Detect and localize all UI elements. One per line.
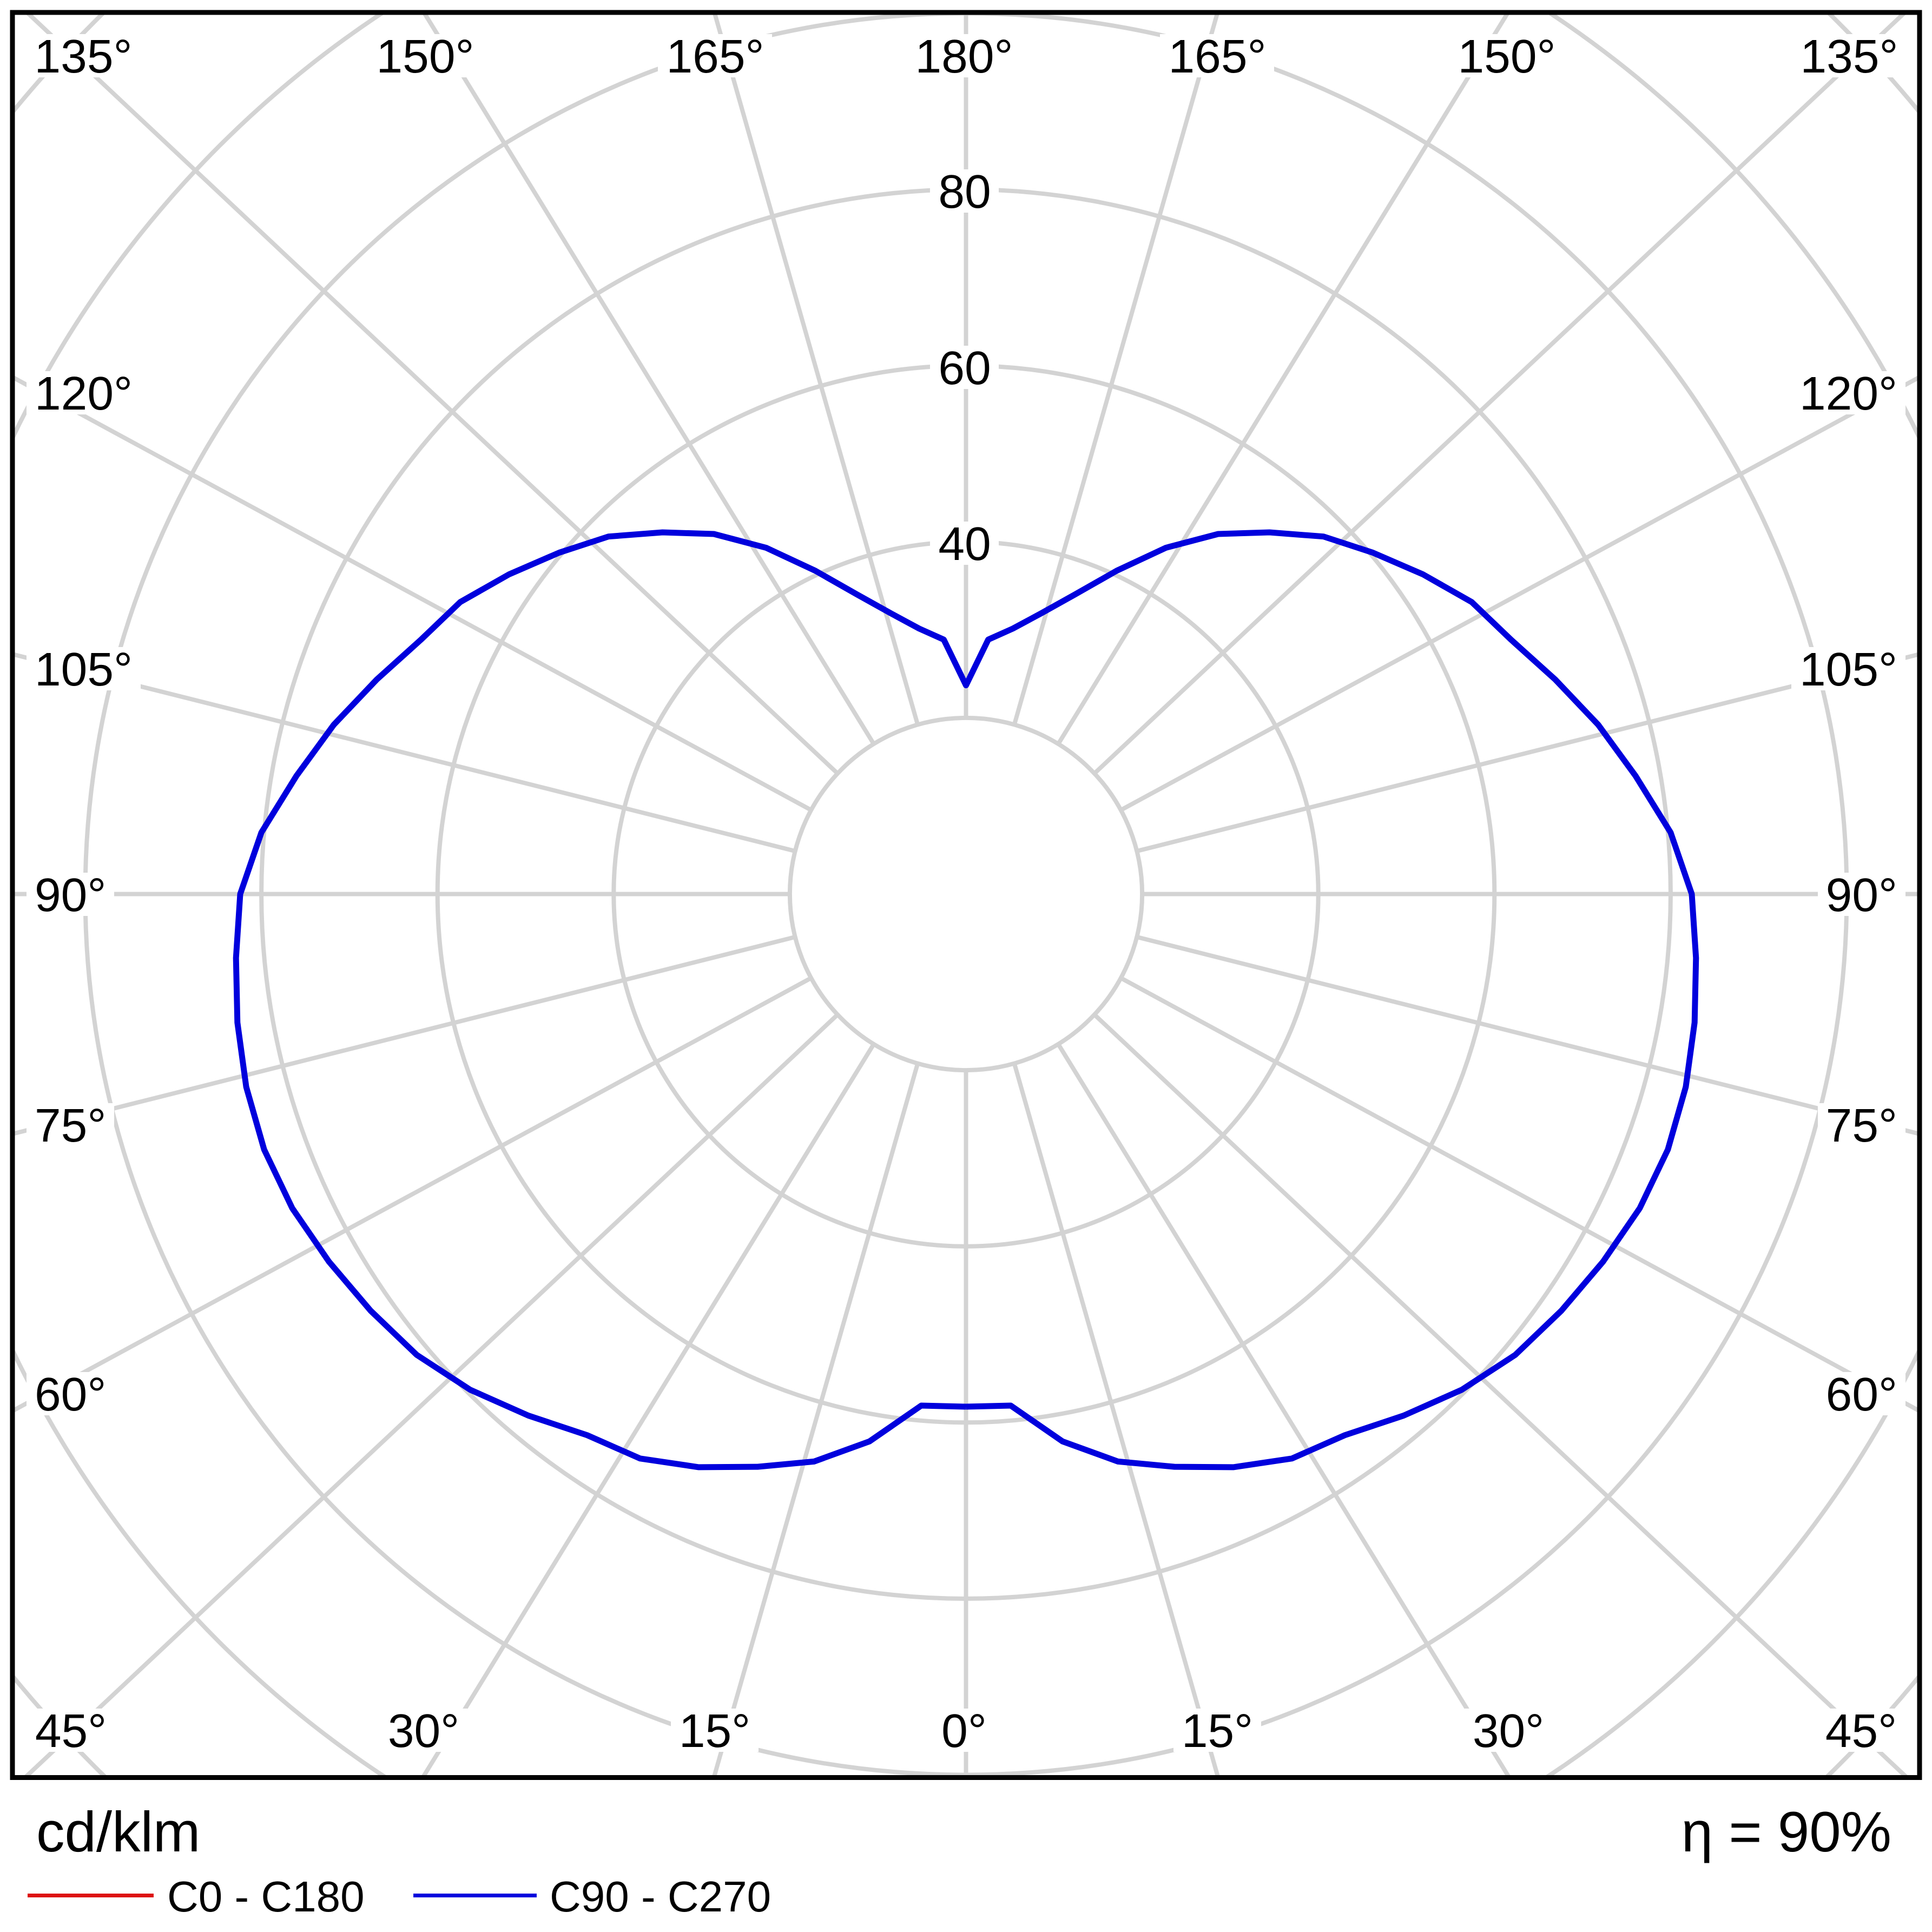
- svg-text:135°: 135°: [1801, 30, 1898, 83]
- svg-text:45°: 45°: [35, 1704, 107, 1757]
- svg-text:η = 90%: η = 90%: [1682, 1801, 1891, 1864]
- svg-text:90°: 90°: [35, 868, 106, 921]
- svg-text:120°: 120°: [1799, 367, 1897, 420]
- svg-text:75°: 75°: [1826, 1099, 1897, 1152]
- svg-text:0°: 0°: [941, 1704, 987, 1757]
- svg-text:C0 - C180: C0 - C180: [167, 1872, 365, 1921]
- svg-text:165°: 165°: [667, 30, 764, 83]
- svg-text:60: 60: [938, 341, 991, 394]
- svg-text:C90 - C270: C90 - C270: [550, 1872, 771, 1921]
- svg-text:30°: 30°: [388, 1704, 459, 1757]
- svg-text:60°: 60°: [35, 1368, 106, 1421]
- svg-text:90°: 90°: [1826, 868, 1897, 921]
- svg-text:75°: 75°: [35, 1099, 106, 1152]
- svg-text:cd/klm: cd/klm: [36, 1801, 200, 1864]
- svg-text:105°: 105°: [1799, 643, 1897, 696]
- svg-text:120°: 120°: [35, 367, 133, 420]
- svg-text:150°: 150°: [1458, 30, 1556, 83]
- svg-text:180°: 180°: [915, 30, 1013, 83]
- svg-text:30°: 30°: [1473, 1704, 1544, 1757]
- svg-text:15°: 15°: [1182, 1704, 1253, 1757]
- svg-text:105°: 105°: [35, 643, 133, 696]
- svg-text:40: 40: [938, 517, 991, 570]
- svg-text:165°: 165°: [1169, 30, 1267, 83]
- svg-text:150°: 150°: [377, 30, 474, 83]
- svg-text:15°: 15°: [679, 1704, 750, 1757]
- svg-text:80: 80: [938, 165, 991, 218]
- svg-text:135°: 135°: [35, 30, 133, 83]
- svg-text:45°: 45°: [1825, 1704, 1897, 1757]
- svg-text:60°: 60°: [1826, 1368, 1897, 1421]
